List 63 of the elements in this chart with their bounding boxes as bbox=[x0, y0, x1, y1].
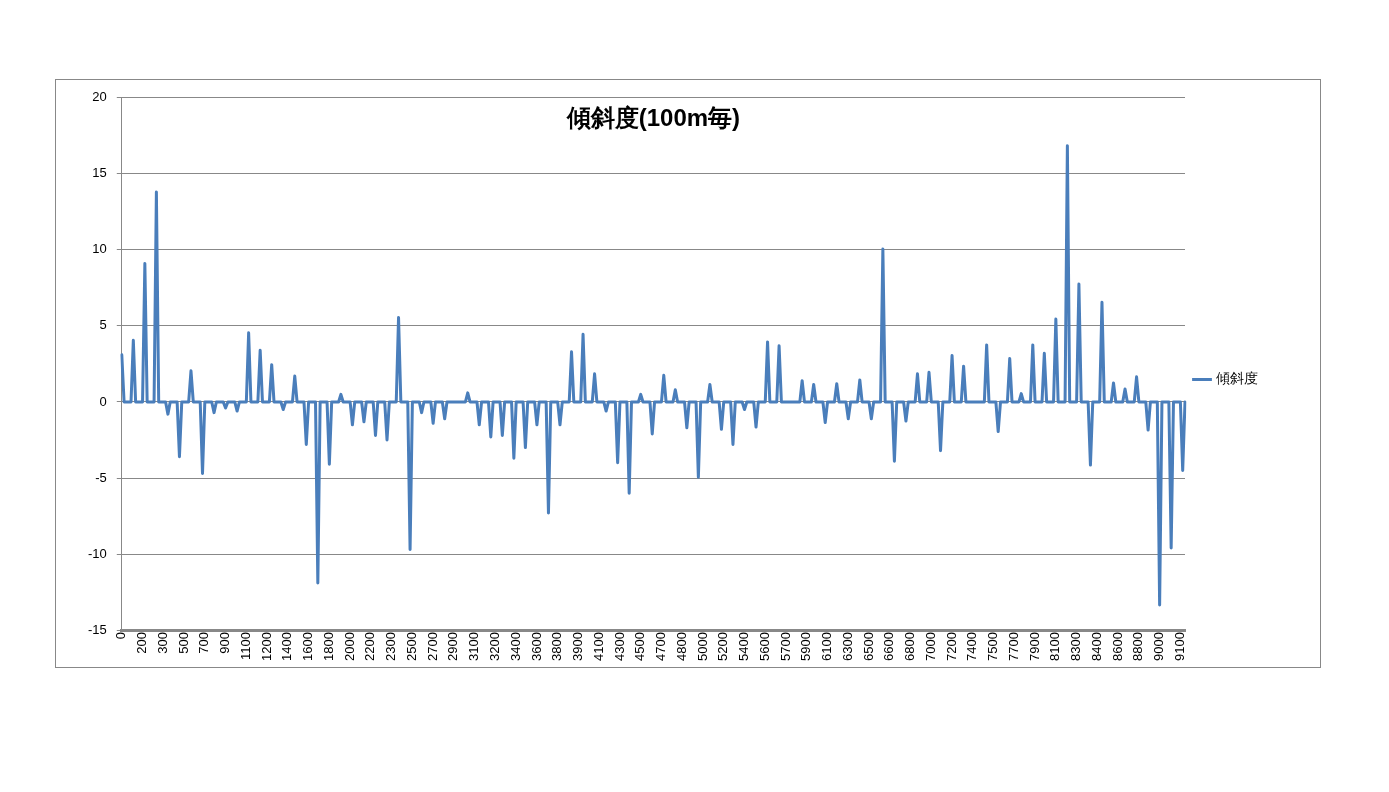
x-tick-label: 7000 bbox=[922, 632, 938, 661]
x-tick-label: 1800 bbox=[320, 632, 336, 661]
y-tick-label: 20 bbox=[92, 89, 107, 105]
x-tick-label: 6300 bbox=[839, 632, 855, 661]
x-tick-label: 500 bbox=[175, 632, 191, 654]
x-tick-label: 5000 bbox=[694, 632, 710, 661]
x-tick-label: 1600 bbox=[300, 632, 316, 661]
x-tick-label: 3100 bbox=[466, 632, 482, 661]
x-tick-label: 2500 bbox=[403, 632, 419, 661]
x-tick-label: 8100 bbox=[1047, 632, 1063, 661]
x-tick-label: 3200 bbox=[486, 632, 502, 661]
y-tick-label: 0 bbox=[99, 393, 107, 409]
x-tick-label: 8400 bbox=[1088, 632, 1104, 661]
x-tick-label: 8300 bbox=[1068, 632, 1084, 661]
y-tick-label: -15 bbox=[87, 621, 107, 637]
x-tick-label: 1200 bbox=[258, 632, 274, 661]
x-tick-label: 700 bbox=[196, 632, 212, 654]
y-tick-label: 10 bbox=[92, 241, 107, 257]
x-tick-label: 0 bbox=[113, 632, 129, 640]
x-tick-label: 900 bbox=[217, 632, 233, 654]
x-tick-label: 8800 bbox=[1130, 632, 1146, 661]
x-tick-label: 2900 bbox=[445, 632, 461, 661]
x-tick-label: 3600 bbox=[528, 632, 544, 661]
x-tick-label: 4100 bbox=[590, 632, 606, 661]
x-tick-label: 4800 bbox=[673, 632, 689, 661]
x-tick-label: 2000 bbox=[341, 632, 357, 661]
y-tick-label: -10 bbox=[87, 545, 107, 561]
x-tick-label: 6800 bbox=[902, 632, 918, 661]
x-tick-label: 7700 bbox=[1005, 632, 1021, 661]
x-tick-label: 3400 bbox=[507, 632, 523, 661]
x-tick-label: 1400 bbox=[279, 632, 295, 661]
x-tick-label: 2700 bbox=[424, 632, 440, 661]
x-tick-label: 5600 bbox=[756, 632, 772, 661]
x-tick-label: 4700 bbox=[653, 632, 669, 661]
legend-label: 傾斜度 bbox=[1216, 370, 1258, 387]
x-tick-label: 6600 bbox=[881, 632, 897, 661]
x-tick-label: 7400 bbox=[964, 632, 980, 661]
x-tick-label: 2200 bbox=[362, 632, 378, 661]
y-tick-label: 15 bbox=[92, 165, 107, 181]
x-tick-label: 4500 bbox=[632, 632, 648, 661]
x-tick-label: 9000 bbox=[1151, 632, 1167, 661]
x-tick-label: 8600 bbox=[1109, 632, 1125, 661]
x-tick-label: 3900 bbox=[570, 632, 586, 661]
x-tick-label: 9100 bbox=[1171, 632, 1187, 661]
chart-frame: 傾斜度 0 200 300 500 700 900 1100 1200 1400 1600 1800 2000 2200 2300 2500 2700 2900 3100 3200 3400 3600 3800 3900 4100 4300 4500 4700 4800 5000 5200 5400 5600 5700 5900 6100 6300 6500 6600 6800 7000 7200 7400 7500 7700 7900 8100 8300 8400 8600 8800 9000 9100 -15 -10 -5 0 5 10 15 20 傾斜度(100m毎) bbox=[55, 79, 1321, 668]
y-tick-label: 5 bbox=[99, 317, 107, 333]
x-tick-label: 7500 bbox=[985, 632, 1001, 661]
x-tick-label: 6500 bbox=[860, 632, 876, 661]
x-tick-label: 2300 bbox=[383, 632, 399, 661]
x-tick-label: 1100 bbox=[237, 632, 253, 661]
x-tick-label: 4300 bbox=[611, 632, 627, 661]
x-tick-label: 6100 bbox=[819, 632, 835, 661]
x-tick-label: 7200 bbox=[943, 632, 959, 661]
x-tick-label: 300 bbox=[154, 632, 170, 654]
x-tick-label: 5400 bbox=[736, 632, 752, 661]
x-tick-label: 3800 bbox=[549, 632, 565, 661]
x-tick-label: 5700 bbox=[777, 632, 793, 661]
y-tick-label: -5 bbox=[95, 469, 107, 485]
x-tick-label: 5200 bbox=[715, 632, 731, 661]
chart-title: 傾斜度(100m毎) bbox=[565, 104, 741, 132]
x-tick-label: 7900 bbox=[1026, 632, 1042, 661]
x-tick-label: 200 bbox=[134, 632, 150, 654]
x-tick-label: 5900 bbox=[798, 632, 814, 661]
